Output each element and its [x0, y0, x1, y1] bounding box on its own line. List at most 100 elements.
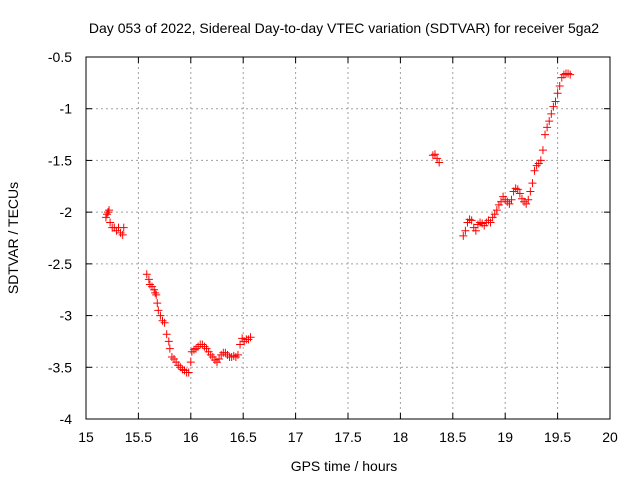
- data-point: [206, 350, 215, 359]
- data-point: [459, 231, 468, 240]
- data-point: [505, 199, 514, 208]
- x-tick-label: 16.5: [230, 429, 257, 445]
- data-point: [198, 340, 207, 349]
- data-point: [555, 81, 564, 90]
- data-point: [151, 288, 160, 297]
- y-axis-label: SDTVAR / TECUs: [5, 182, 21, 294]
- data-point: [240, 337, 249, 346]
- data-point: [178, 365, 187, 374]
- x-tick-label: 19.5: [544, 429, 571, 445]
- y-tick-label: -0.5: [48, 49, 72, 65]
- chart-title: Day 053 of 2022, Sidereal Day-to-day VTE…: [89, 20, 599, 36]
- data-point: [180, 366, 189, 375]
- data-point: [145, 280, 154, 289]
- data-point: [536, 156, 545, 165]
- data-point: [484, 216, 493, 225]
- data-point: [547, 109, 556, 118]
- data-point: [244, 335, 253, 344]
- data-point: [186, 358, 195, 367]
- data-point: [564, 69, 573, 78]
- data-point: [152, 290, 161, 299]
- data-point: [507, 195, 516, 204]
- data-point: [106, 218, 115, 227]
- data-point: [520, 197, 529, 206]
- data-point: [215, 355, 224, 364]
- data-point: [486, 218, 495, 227]
- data-point: [528, 179, 537, 188]
- data-point: [116, 228, 125, 237]
- data-point: [524, 195, 533, 204]
- data-point: [154, 306, 163, 315]
- grid-lines: [86, 57, 610, 419]
- data-point: [118, 230, 127, 239]
- data-point: [102, 210, 111, 219]
- data-point: [430, 150, 439, 159]
- data-point: [174, 361, 183, 370]
- x-tick-label: 17: [288, 429, 304, 445]
- data-point: [221, 348, 230, 357]
- y-tick-label: -2: [60, 204, 73, 220]
- data-point: [231, 352, 240, 361]
- data-point: [119, 223, 128, 232]
- x-tick-label: 18: [393, 429, 409, 445]
- data-point: [160, 318, 169, 327]
- data-point: [553, 89, 562, 98]
- data-point: [471, 226, 480, 235]
- data-point: [478, 219, 487, 228]
- data-point: [511, 184, 520, 193]
- data-point: [200, 342, 209, 351]
- x-tick-label: 15: [78, 429, 94, 445]
- data-point: [105, 206, 114, 215]
- data-point: [165, 344, 174, 353]
- data-point: [233, 350, 242, 359]
- data-point: [210, 356, 219, 365]
- y-tick-label: -4: [60, 411, 73, 427]
- y-axis-tick-labels: -4 -3.5 -3 -2.5 -2 -1.5 -1 -0.5: [48, 49, 72, 427]
- x-tick-label: 17.5: [334, 429, 361, 445]
- data-point: [461, 226, 470, 235]
- y-tick-label: -1.5: [48, 152, 72, 168]
- data-points: [101, 69, 575, 377]
- data-point: [189, 345, 198, 354]
- data-point: [428, 151, 437, 160]
- data-point: [545, 117, 554, 126]
- data-point: [167, 352, 176, 361]
- data-point: [503, 197, 512, 206]
- data-point: [433, 154, 442, 163]
- axis-ticks: [85, 56, 611, 420]
- data-point: [467, 216, 476, 225]
- data-point: [176, 363, 185, 372]
- data-point: [187, 347, 196, 356]
- x-tick-label: 19: [497, 429, 513, 445]
- data-point: [184, 368, 193, 377]
- data-point: [236, 340, 245, 349]
- data-point: [490, 210, 499, 219]
- data-point: [158, 316, 167, 325]
- x-tick-label: 15.5: [125, 429, 152, 445]
- data-point: [566, 70, 575, 79]
- data-point: [541, 130, 550, 139]
- x-tick-label: 18.5: [439, 429, 466, 445]
- y-tick-label: -3.5: [48, 359, 72, 375]
- data-point: [522, 199, 531, 208]
- data-point: [142, 270, 151, 279]
- data-point: [465, 215, 474, 224]
- data-point: [162, 330, 171, 339]
- data-point: [515, 189, 524, 198]
- data-point: [435, 158, 444, 167]
- data-point: [551, 97, 560, 106]
- data-point: [543, 123, 552, 132]
- y-tick-label: -3: [60, 308, 73, 324]
- data-point: [156, 311, 165, 320]
- data-point: [492, 206, 501, 215]
- data-point: [223, 350, 232, 359]
- data-point: [549, 102, 558, 111]
- y-tick-label: -2.5: [48, 256, 72, 272]
- data-point: [246, 333, 255, 342]
- data-point: [144, 275, 153, 284]
- data-point: [538, 146, 547, 155]
- data-point: [192, 344, 201, 353]
- x-tick-label: 16: [183, 429, 199, 445]
- data-point: [513, 185, 522, 194]
